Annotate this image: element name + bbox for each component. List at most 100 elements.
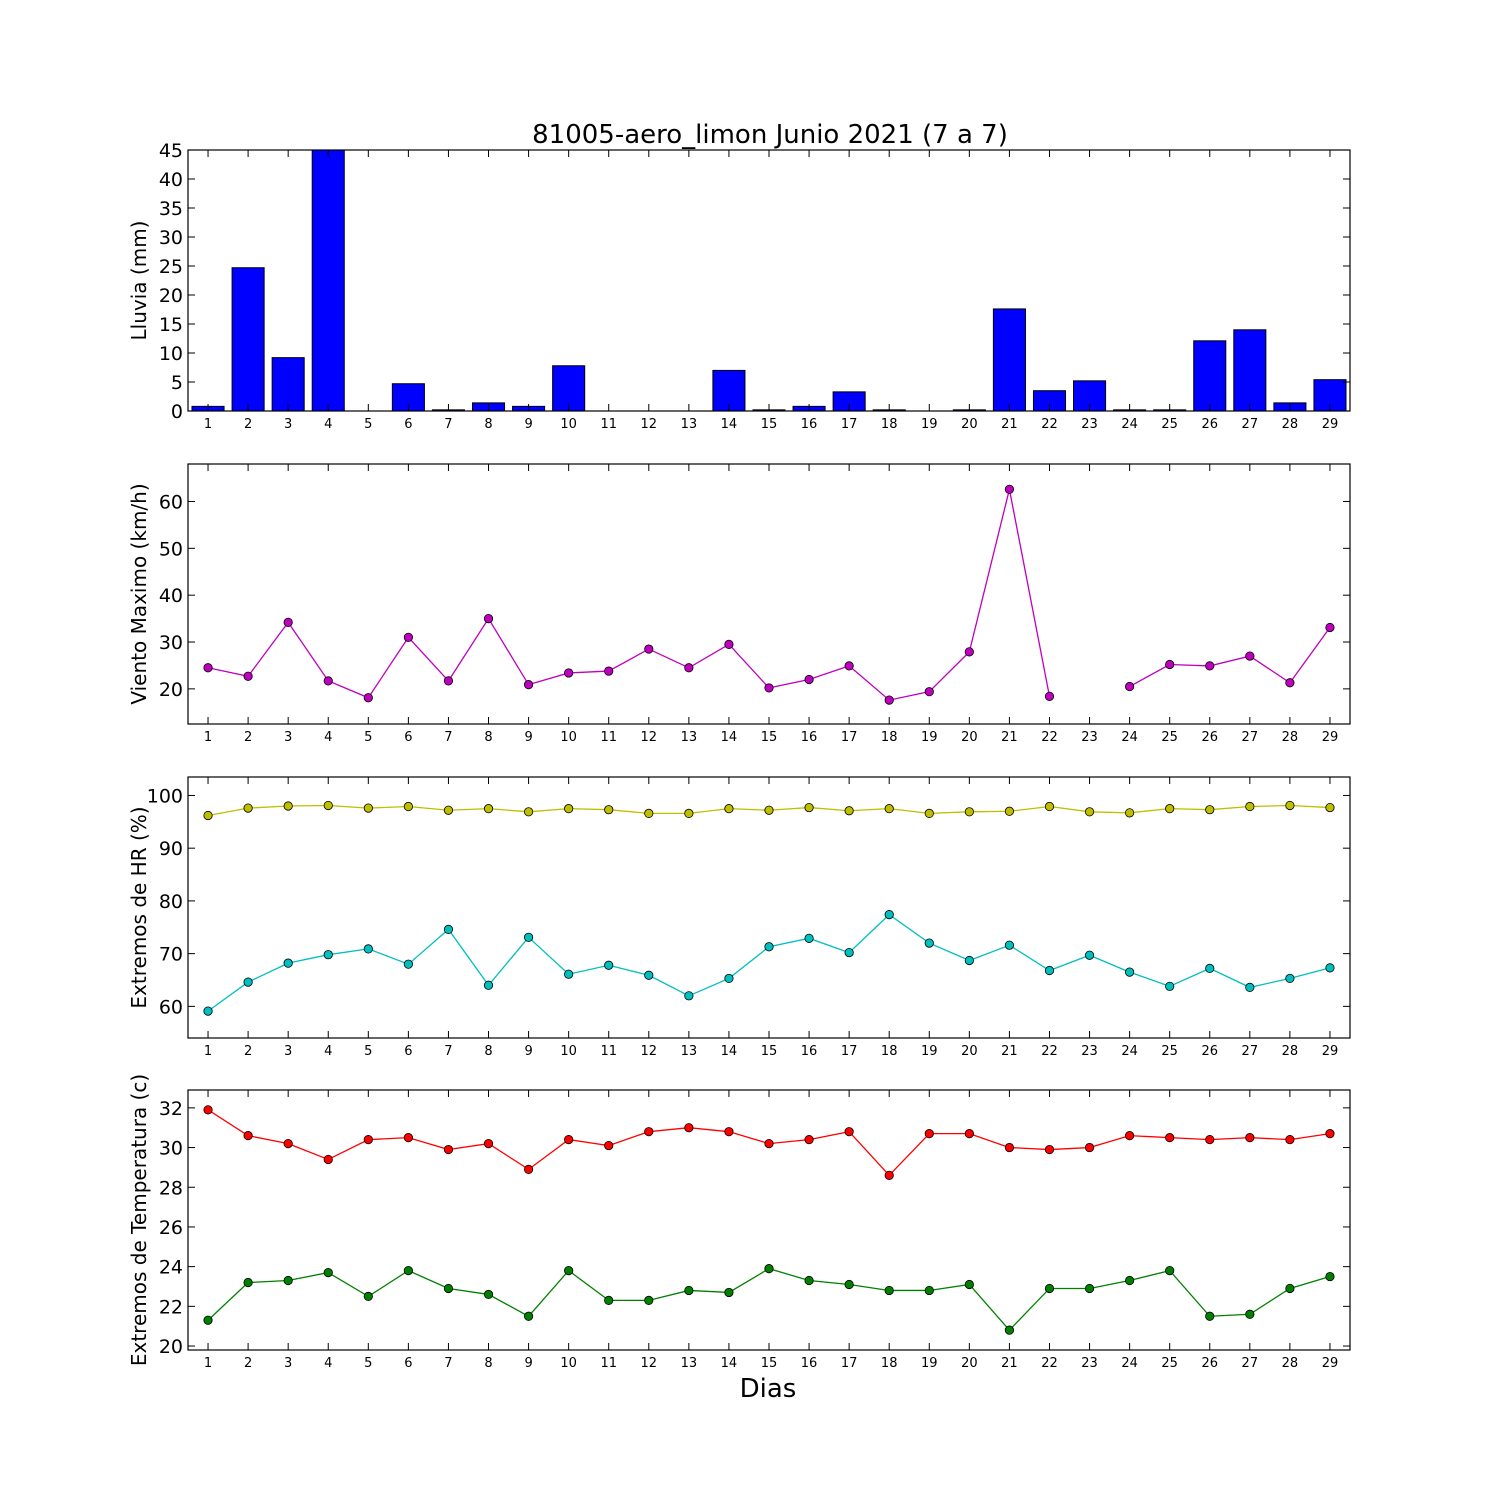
humidity-series-1-point [924,938,934,948]
humidity-xtick-label: 26 [1201,1044,1218,1059]
humidity-xtick-label: 16 [801,1044,818,1059]
temperature-series-0-point [804,1135,814,1145]
rain-xtick-label: 15 [761,417,778,432]
temperature-xtick-label: 27 [1242,1356,1259,1371]
wind-xtick-label: 9 [524,730,532,745]
temperature-series-0-point [564,1135,574,1145]
temperature-ytick-label: 20 [159,1336,183,1358]
humidity-series-0-point [1245,801,1255,812]
wind-xtick-label: 12 [641,730,658,745]
temperature-y-axis-label: Extremos de Temperatura (c) [127,1074,151,1366]
temperature-series-1-point [243,1277,253,1288]
humidity-xtick-label: 13 [681,1044,698,1059]
wind-series-0-point [1165,659,1175,670]
humidity-xtick-label: 2 [244,1044,252,1059]
wind-series-0-point [924,687,934,697]
wind-xtick-label: 2 [244,730,252,745]
temperature-series-0-point [764,1138,774,1149]
temperature-xtick-label: 12 [641,1356,658,1371]
humidity-series-1-point [1245,982,1255,992]
temperature-series-1-point [844,1279,854,1290]
temperature-xtick-label: 25 [1161,1356,1178,1371]
temperature-ytick-label: 30 [159,1138,183,1160]
humidity-series-0-point [1044,801,1055,812]
wind-xtick-label: 16 [801,730,818,745]
temperature-xtick-label: 2 [244,1356,252,1371]
temperature-xtick-label: 21 [1001,1356,1018,1371]
temperature-series-0-point [884,1170,894,1180]
wind-xtick-label: 8 [484,730,492,745]
temperature-xtick-label: 6 [404,1356,412,1371]
temperature-series-1-point [1245,1309,1255,1319]
wind-xtick-label: 17 [841,730,858,745]
humidity-xtick-label: 17 [841,1044,858,1059]
humidity-series-0-point [323,800,333,811]
temperature-series-1-point [604,1295,614,1305]
humidity-xtick-label: 3 [284,1044,292,1059]
humidity-series-0-point [884,804,894,814]
wind-xtick-label: 24 [1121,730,1138,745]
humidity-xtick-label: 29 [1322,1044,1339,1059]
rain-xtick-label: 12 [641,417,658,432]
humidity-series-1-point [724,973,734,984]
humidity-xtick-label: 24 [1121,1044,1138,1059]
humidity-xtick-label: 27 [1242,1044,1259,1059]
temperature-ytick-label: 28 [159,1177,183,1199]
temperature-series-0-point [1245,1133,1255,1143]
temperature-series-1-point [203,1315,213,1325]
temperature-xtick-label: 15 [761,1356,778,1371]
wind-series-0-point [884,695,894,705]
humidity-series-1-point [1285,973,1295,984]
temperature-series-0-point [363,1135,373,1145]
wind-series-0-point [604,666,614,676]
temperature-series-0-point [1165,1133,1175,1143]
temperature-series-0-point [243,1131,253,1141]
temperature-series-1-point [1205,1311,1215,1321]
humidity-series-1-point [604,960,614,970]
wind-series-0-point [844,661,854,671]
wind-series-0-point [1125,681,1135,692]
temperature-xtick-label: 17 [841,1356,858,1371]
temperature-series-0-point [1125,1131,1135,1141]
temperature-series-0-point [483,1138,494,1149]
wind-series-0-point [644,644,654,654]
humidity-series-0-point [764,805,774,815]
humidity-xtick-label: 9 [524,1044,532,1059]
humidity-series-1-point [564,969,574,979]
humidity-series-1-point [283,958,293,968]
humidity-series-0-point [483,804,494,814]
temperature-xtick-label: 10 [560,1356,577,1371]
humidity-series-0-point [564,804,574,814]
rain-xtick-label: 21 [1001,417,1018,432]
humidity-xtick-label: 12 [641,1044,658,1059]
temperature-series-0-point [684,1123,694,1133]
humidity-xtick-label: 23 [1081,1044,1098,1059]
humidity-series-0-point [1125,808,1135,818]
rain-ytick-label: 25 [159,256,183,278]
rain-xtick-label: 4 [324,417,332,432]
temperature-xtick-label: 20 [961,1356,978,1371]
humidity-xtick-label: 14 [721,1044,738,1059]
rain-xtick-label: 5 [364,417,372,432]
temperature-xtick-label: 4 [324,1356,332,1371]
temperature-series-0-point [1084,1142,1095,1153]
wind-series-0-point [1205,661,1215,671]
temperature-series-0-point [724,1127,734,1137]
humidity-series-0-point [1325,802,1335,813]
rain-bar [231,267,265,412]
humidity-ytick-label: 80 [159,891,183,913]
rain-xtick-label: 19 [921,417,938,432]
temperature-series-1-point [1165,1266,1175,1276]
humidity-xtick-label: 22 [1041,1044,1058,1059]
humidity-series-1-point [964,955,974,966]
rain-bar [992,308,1026,412]
temperature-series-1-point [403,1266,413,1276]
rain-xtick-label: 8 [484,417,492,432]
humidity-series-1-point [323,950,333,960]
humidity-xtick-label: 1 [204,1044,212,1059]
wind-xtick-label: 19 [921,730,938,745]
temperature-series-0-point [924,1129,934,1139]
temperature-series-1-point [964,1279,974,1290]
